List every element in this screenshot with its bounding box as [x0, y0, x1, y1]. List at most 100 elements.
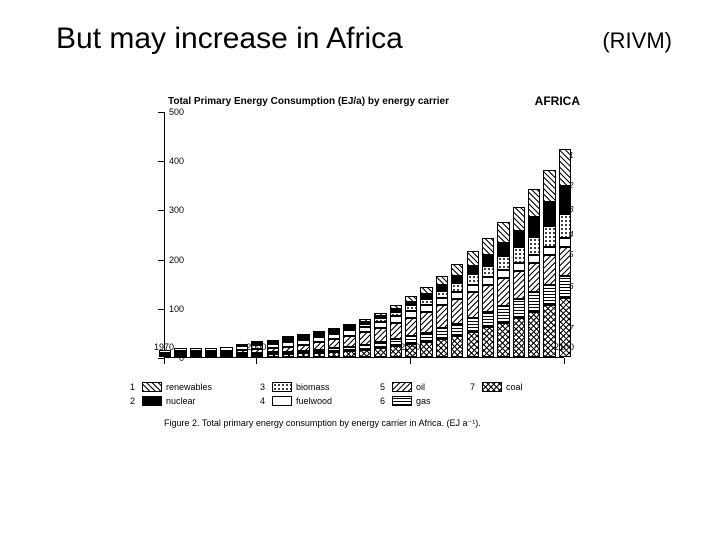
bar-seg-fuelwood — [528, 255, 540, 263]
bar-seg-fuelwood — [405, 311, 417, 318]
bar-seg-coal — [497, 323, 509, 357]
bar-seg-coal — [282, 354, 294, 357]
legend-swatch — [272, 382, 292, 392]
xtick — [256, 358, 257, 364]
bar-seg-fuelwood — [497, 270, 509, 278]
bar-seg-coal — [205, 355, 217, 357]
bar-seg-gas — [528, 292, 540, 312]
bar-seg-coal — [220, 355, 232, 357]
bar-seg-nuclear — [482, 255, 494, 266]
series-side-label: 6 — [569, 282, 573, 291]
bar-seg-coal — [436, 339, 448, 357]
bar-group — [467, 251, 479, 357]
figure-caption: Figure 2. Total primary energy consumpti… — [164, 418, 481, 429]
bar-seg-oil — [359, 332, 371, 344]
series-side-label: 1 — [569, 151, 573, 160]
bar-group — [190, 348, 202, 357]
legend-num: 5 — [380, 382, 388, 392]
bar-group — [328, 328, 340, 357]
bar-seg-gas — [482, 312, 494, 327]
slide-subtitle: (RIVM) — [602, 28, 672, 54]
bar-seg-coal — [482, 327, 494, 357]
legend-swatch — [392, 382, 412, 392]
bar-seg-oil — [374, 328, 386, 342]
bar-seg-coal — [420, 342, 432, 357]
legend-num: 3 — [260, 382, 268, 392]
legend-num: 1 — [130, 382, 138, 392]
bar-group — [297, 334, 309, 357]
chart-title: Total Primary Energy Consumption (EJ/a) … — [168, 96, 449, 107]
bar-seg-oil — [390, 323, 402, 340]
bar-seg-fuelwood — [513, 263, 525, 271]
bar-group — [451, 264, 463, 357]
bar-group — [420, 287, 432, 357]
bar-group — [543, 170, 555, 357]
ytick — [158, 161, 164, 162]
bar-seg-oil — [405, 318, 417, 337]
ytick-label: 400 — [169, 156, 184, 166]
legend-label: nuclear — [166, 396, 196, 406]
bar-group — [513, 207, 525, 357]
legend-item-renewables: 1 renewables — [130, 382, 212, 392]
bar-seg-renewables — [467, 251, 479, 265]
xtick — [410, 358, 411, 364]
bar-seg-gas — [543, 285, 555, 306]
ytick — [158, 112, 164, 113]
bar-group — [220, 347, 232, 357]
bar-seg-oil — [497, 278, 509, 306]
bar-seg-fuelwood — [482, 277, 494, 285]
bar-seg-oil — [328, 339, 340, 348]
ytick — [158, 309, 164, 310]
ytick — [158, 260, 164, 261]
bar-seg-biomass — [543, 226, 555, 247]
bar-seg-nuclear — [543, 202, 555, 226]
plot-area: 1234567 — [164, 112, 564, 358]
legend-label: biomass — [296, 382, 330, 392]
bar-seg-coal — [313, 353, 325, 357]
bar-seg-renewables — [543, 170, 555, 202]
xtick-label: 1970 — [154, 342, 174, 352]
ytick-label: 200 — [169, 255, 184, 265]
bar-group — [359, 319, 371, 357]
bar-group — [528, 189, 540, 357]
bar-group — [497, 222, 509, 357]
xtick-label: 2000 — [246, 342, 266, 352]
bar-seg-gas — [420, 333, 432, 342]
slide-title: But may increase in Africa — [56, 22, 403, 56]
ytick-label: 500 — [169, 107, 184, 117]
bar-group — [343, 324, 355, 357]
bar-seg-oil — [343, 336, 355, 346]
bar-seg-biomass — [467, 274, 479, 284]
chart-region: AFRICA — [535, 94, 580, 108]
bar-seg-coal — [328, 352, 340, 357]
bar-seg-gas — [451, 324, 463, 336]
legend-swatch — [142, 396, 162, 406]
bar-seg-nuclear — [467, 266, 479, 275]
bar-seg-oil — [451, 299, 463, 324]
bar-seg-coal — [359, 350, 371, 357]
legend-item-gas: 6 gas — [380, 396, 431, 406]
bar-seg-renewables — [420, 287, 432, 294]
bar-seg-fuelwood — [467, 285, 479, 292]
xtick-label: 2100 — [554, 342, 574, 352]
ytick-label: 0 — [179, 353, 184, 363]
bar-seg-biomass — [528, 237, 540, 255]
bar-seg-biomass — [482, 266, 494, 278]
legend-label: fuelwood — [296, 396, 332, 406]
bar-seg-coal — [451, 336, 463, 357]
bar-group — [313, 331, 325, 357]
legend-num: 6 — [380, 396, 388, 406]
bar-seg-renewables — [436, 276, 448, 285]
bar-group — [482, 238, 494, 358]
bar-seg-gas — [467, 318, 479, 332]
bar-seg-coal — [251, 355, 263, 357]
bar-group — [282, 336, 294, 357]
legend-label: gas — [416, 396, 431, 406]
legend-label: renewables — [166, 382, 212, 392]
bar-seg-fuelwood — [451, 292, 463, 299]
bar-seg-oil — [513, 271, 525, 300]
legend-item-nuclear: 2nuclear — [130, 396, 196, 406]
bar-seg-biomass — [513, 247, 525, 263]
bar-seg-renewables — [513, 207, 525, 231]
bar-seg-renewables — [497, 222, 509, 243]
